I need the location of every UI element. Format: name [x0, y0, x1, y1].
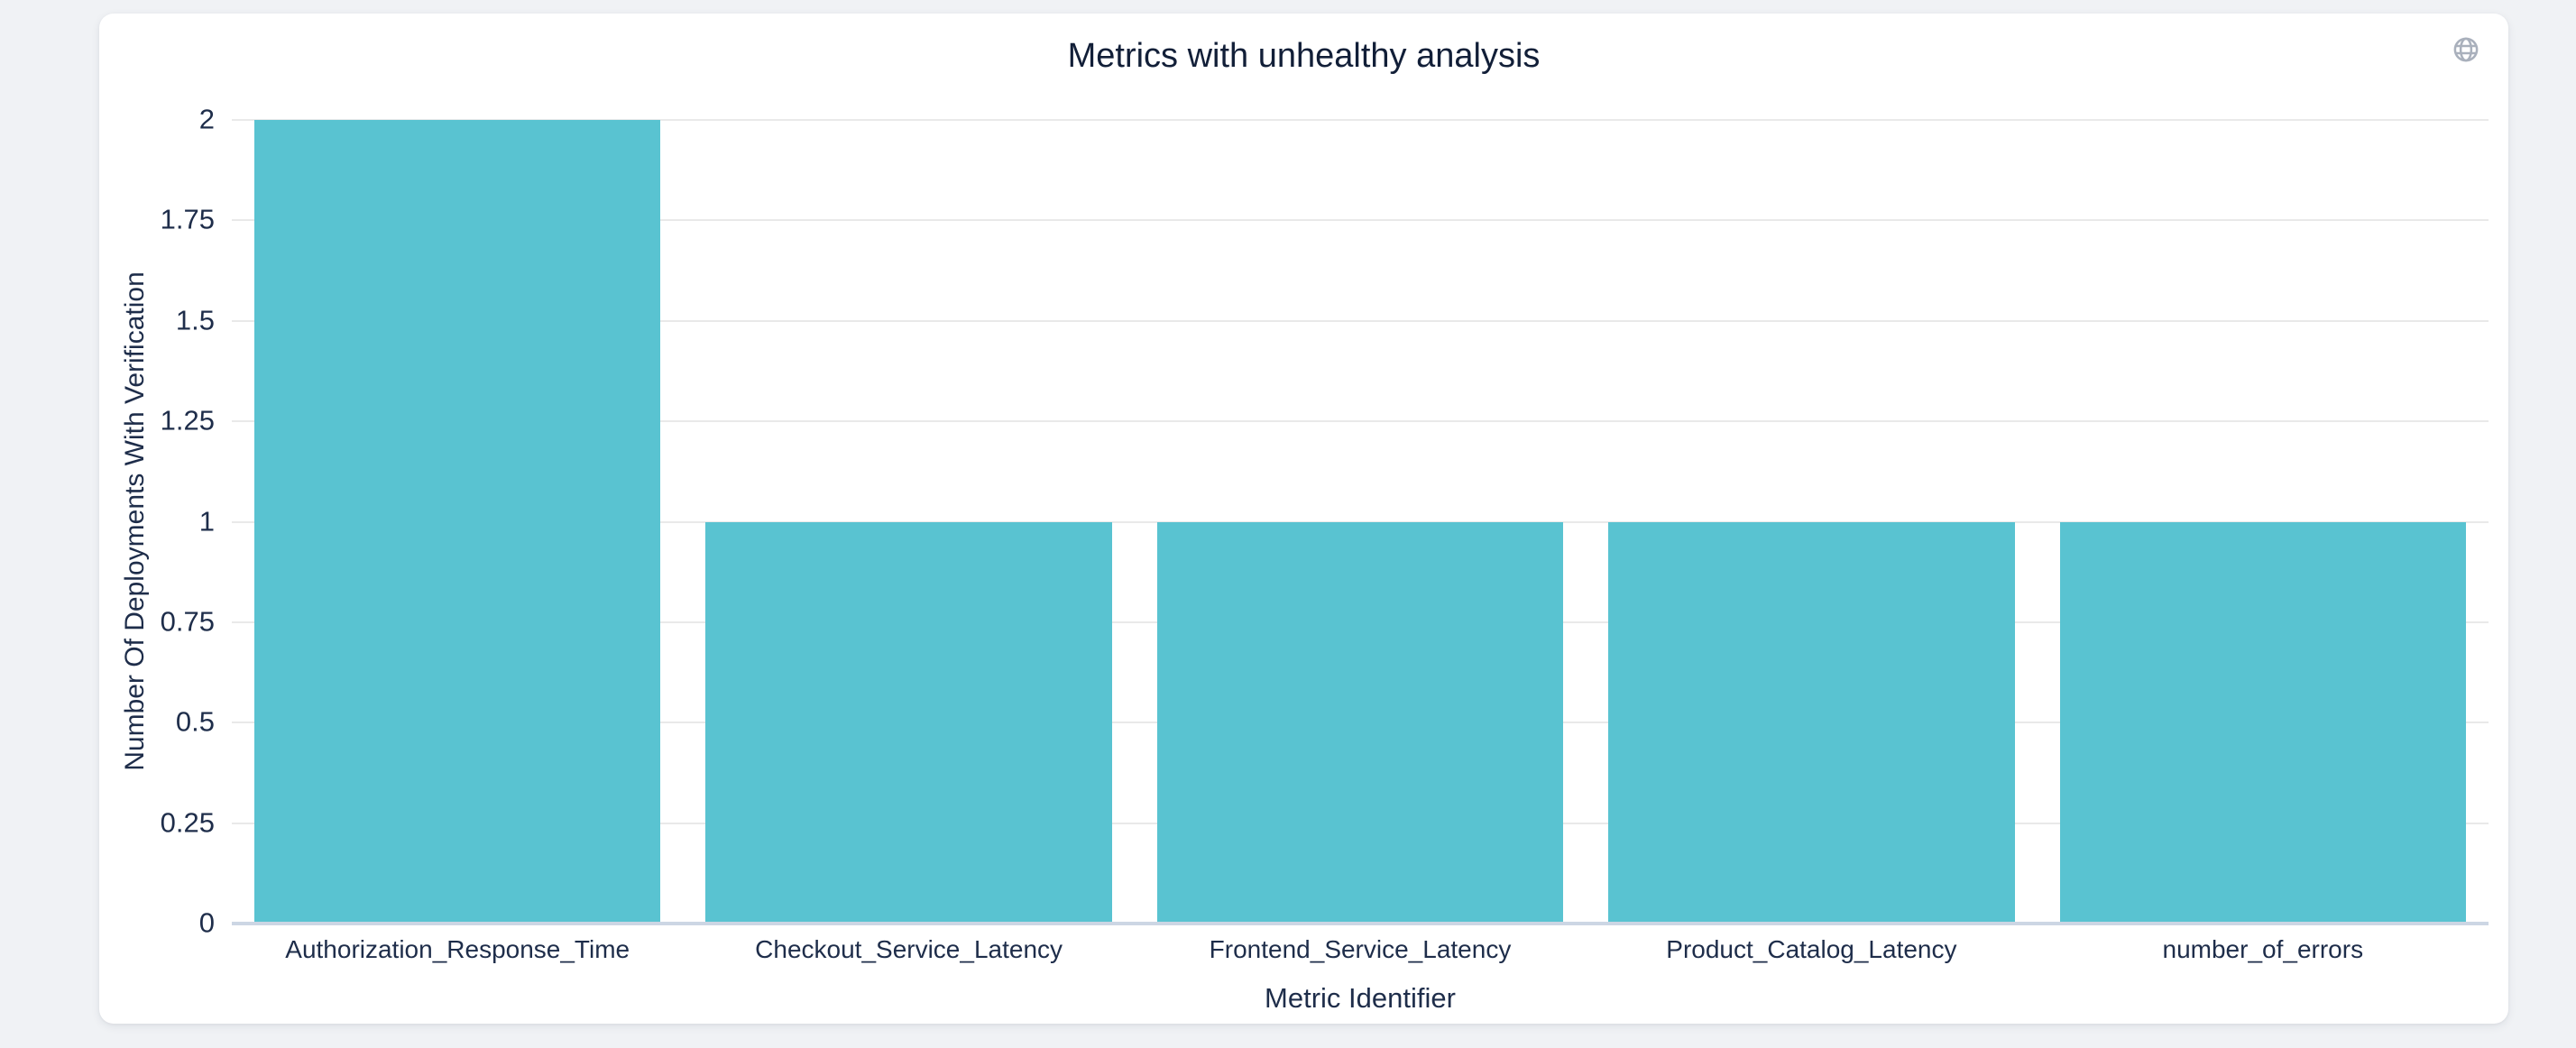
- chart-title: Metrics with unhealthy analysis: [1067, 37, 1541, 75]
- bar-checkout_service_latency[interactable]: [705, 521, 1112, 924]
- bar-number_of_errors[interactable]: [2059, 521, 2466, 924]
- globe-icon-glyph: [2453, 37, 2479, 62]
- y-tick-label: 0.75: [160, 605, 215, 638]
- y-axis-tick-labels: 0 0.25 0.5 0.75 1 1.25 1.5 1.75 2: [99, 14, 215, 1024]
- x-tick-label: Authorization_Response_Time: [285, 935, 630, 963]
- y-tick-label: 1.75: [160, 203, 215, 235]
- y-tick-label: 0: [198, 906, 215, 939]
- chart-card: Metrics with unhealthy analysis Number O…: [99, 14, 2508, 1024]
- x-tick-label: number_of_errors: [2162, 935, 2364, 963]
- y-tick-label: 1.5: [175, 304, 215, 336]
- y-tick-label: 1: [198, 504, 215, 537]
- globe-icon[interactable]: [2452, 35, 2480, 64]
- gridline: [232, 219, 2489, 222]
- bar-frontend_service_latency[interactable]: [1156, 521, 1564, 924]
- x-tick-label: Product_Catalog_Latency: [1666, 935, 1957, 963]
- plot-area: [232, 119, 2489, 925]
- x-axis-title: Metric Identifier: [1265, 982, 1456, 1014]
- gridline: [232, 420, 2489, 423]
- gridline: [232, 319, 2489, 322]
- zero-line: [232, 922, 2489, 925]
- y-tick-label: 0.25: [160, 805, 215, 838]
- gridline: [232, 119, 2489, 121]
- y-tick-label: 2: [198, 103, 215, 135]
- y-tick-label: 0.5: [175, 705, 215, 738]
- y-tick-label: 1.25: [160, 404, 215, 437]
- bar-authorization_response_time[interactable]: [254, 120, 661, 924]
- x-tick-label: Frontend_Service_Latency: [1209, 935, 1512, 963]
- x-tick-label: Checkout_Service_Latency: [755, 935, 1063, 963]
- bar-product_catalog_latency[interactable]: [1608, 521, 2015, 924]
